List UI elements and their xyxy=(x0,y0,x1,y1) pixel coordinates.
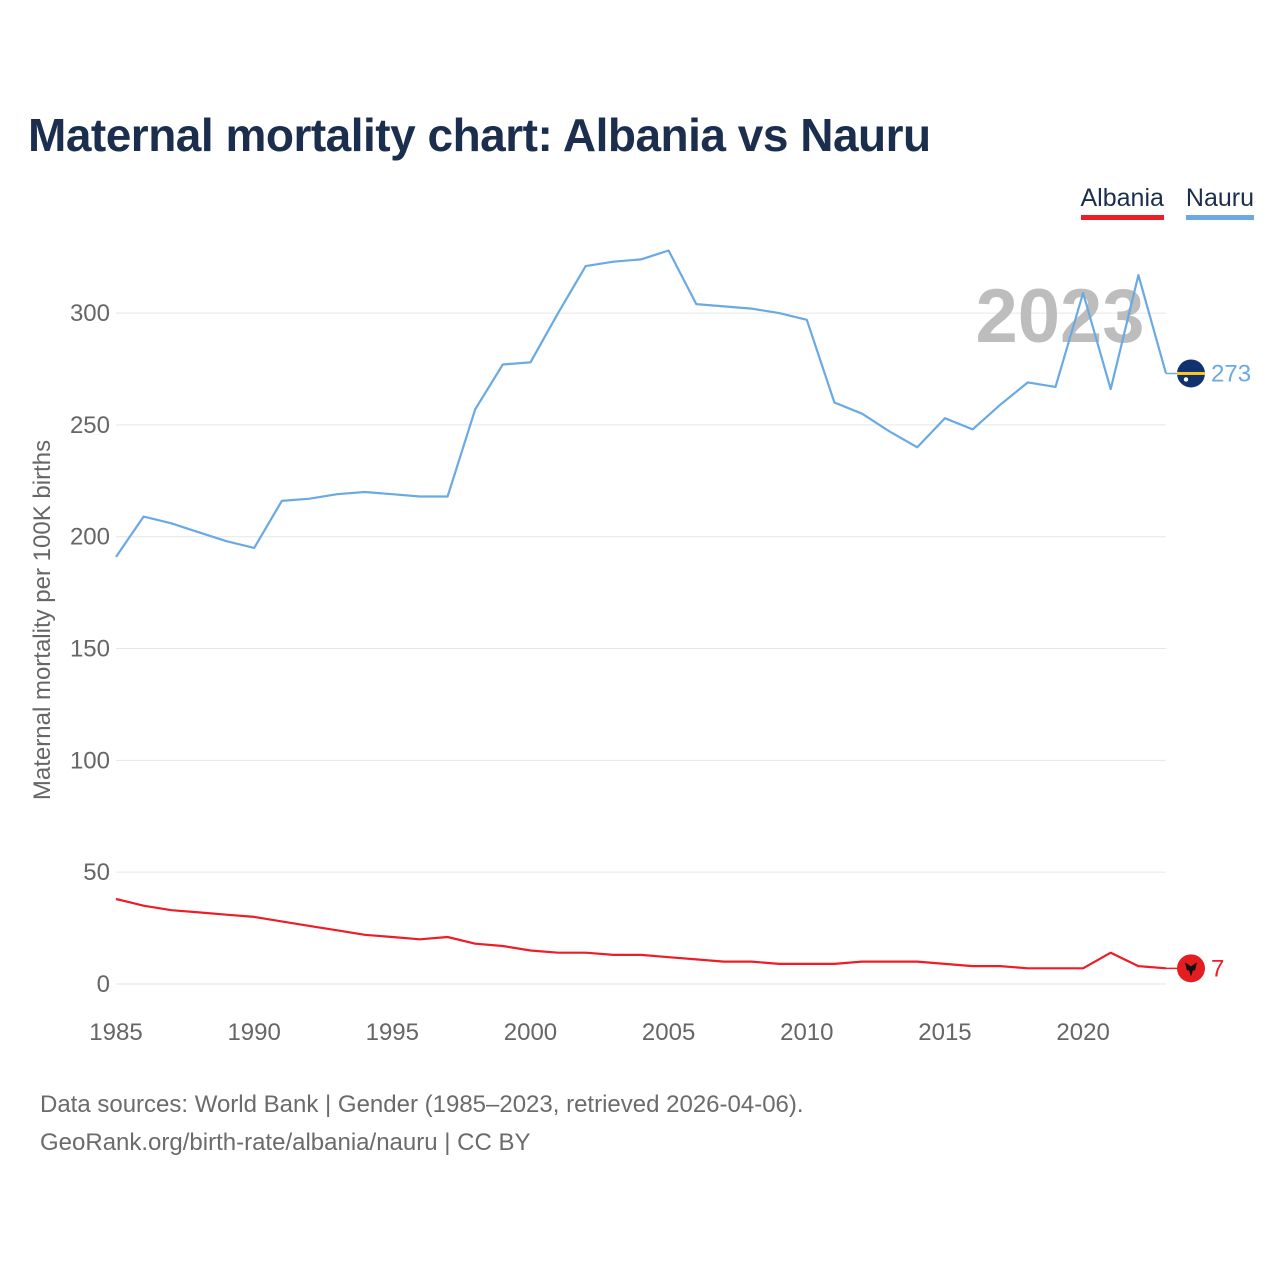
x-tick-label: 2015 xyxy=(918,1019,971,1046)
y-tick-label: 200 xyxy=(70,524,110,551)
x-tick-label: 1985 xyxy=(89,1019,142,1046)
x-tick-label: 2000 xyxy=(504,1019,557,1046)
y-tick-label: 50 xyxy=(83,859,110,886)
series-line-nauru[interactable] xyxy=(115,249,1168,558)
legend: Albania Nauru xyxy=(1080,184,1254,220)
x-tick-label: 2020 xyxy=(1056,1019,1109,1046)
x-tick-label: 1990 xyxy=(227,1019,280,1046)
y-tick-label: 150 xyxy=(70,636,110,663)
end-label-albania: 7 xyxy=(1211,955,1224,982)
line-chart: 2023 0 50 100 150 200 250 300 1985 1990 1995 2000 2… xyxy=(29,249,1251,1046)
end-label-nauru: 273 xyxy=(1211,360,1251,387)
x-tick-label: 2005 xyxy=(642,1019,695,1046)
legend-item-nauru[interactable]: Nauru xyxy=(1185,184,1254,220)
axis-layer: 0 50 100 150 200 250 300 1985 1990 1995 2000 2005 20… xyxy=(70,300,1110,1046)
x-tick-label: 1995 xyxy=(366,1019,419,1046)
grid-layer xyxy=(116,312,1166,985)
flag-badge-albania xyxy=(1177,954,1205,983)
y-axis-label: Maternal mortality per 100K births xyxy=(29,440,56,800)
data-source-note: Data sources: World Bank | Gender (1985–… xyxy=(40,1091,804,1118)
y-tick-label: 100 xyxy=(70,747,110,774)
x-tick-label: 2010 xyxy=(780,1019,833,1046)
legend-item-albania[interactable]: Albania xyxy=(1080,184,1164,220)
y-tick-label: 300 xyxy=(70,300,110,327)
flag-badge-nauru xyxy=(1177,359,1205,388)
year-watermark: 2023 xyxy=(975,274,1144,359)
series-line-albania[interactable] xyxy=(115,897,1167,970)
footer: Data sources: World Bank | Gender (1985–… xyxy=(40,1086,804,1162)
chart-title: Maternal mortality chart: Albania vs Nau… xyxy=(28,109,931,161)
series-layer: 7 273 xyxy=(115,249,1251,983)
credit-link[interactable]: GeoRank.org/birth-rate/albania/nauru | C… xyxy=(40,1129,531,1156)
y-tick-label: 250 xyxy=(70,412,110,439)
y-tick-label: 0 xyxy=(97,971,110,998)
